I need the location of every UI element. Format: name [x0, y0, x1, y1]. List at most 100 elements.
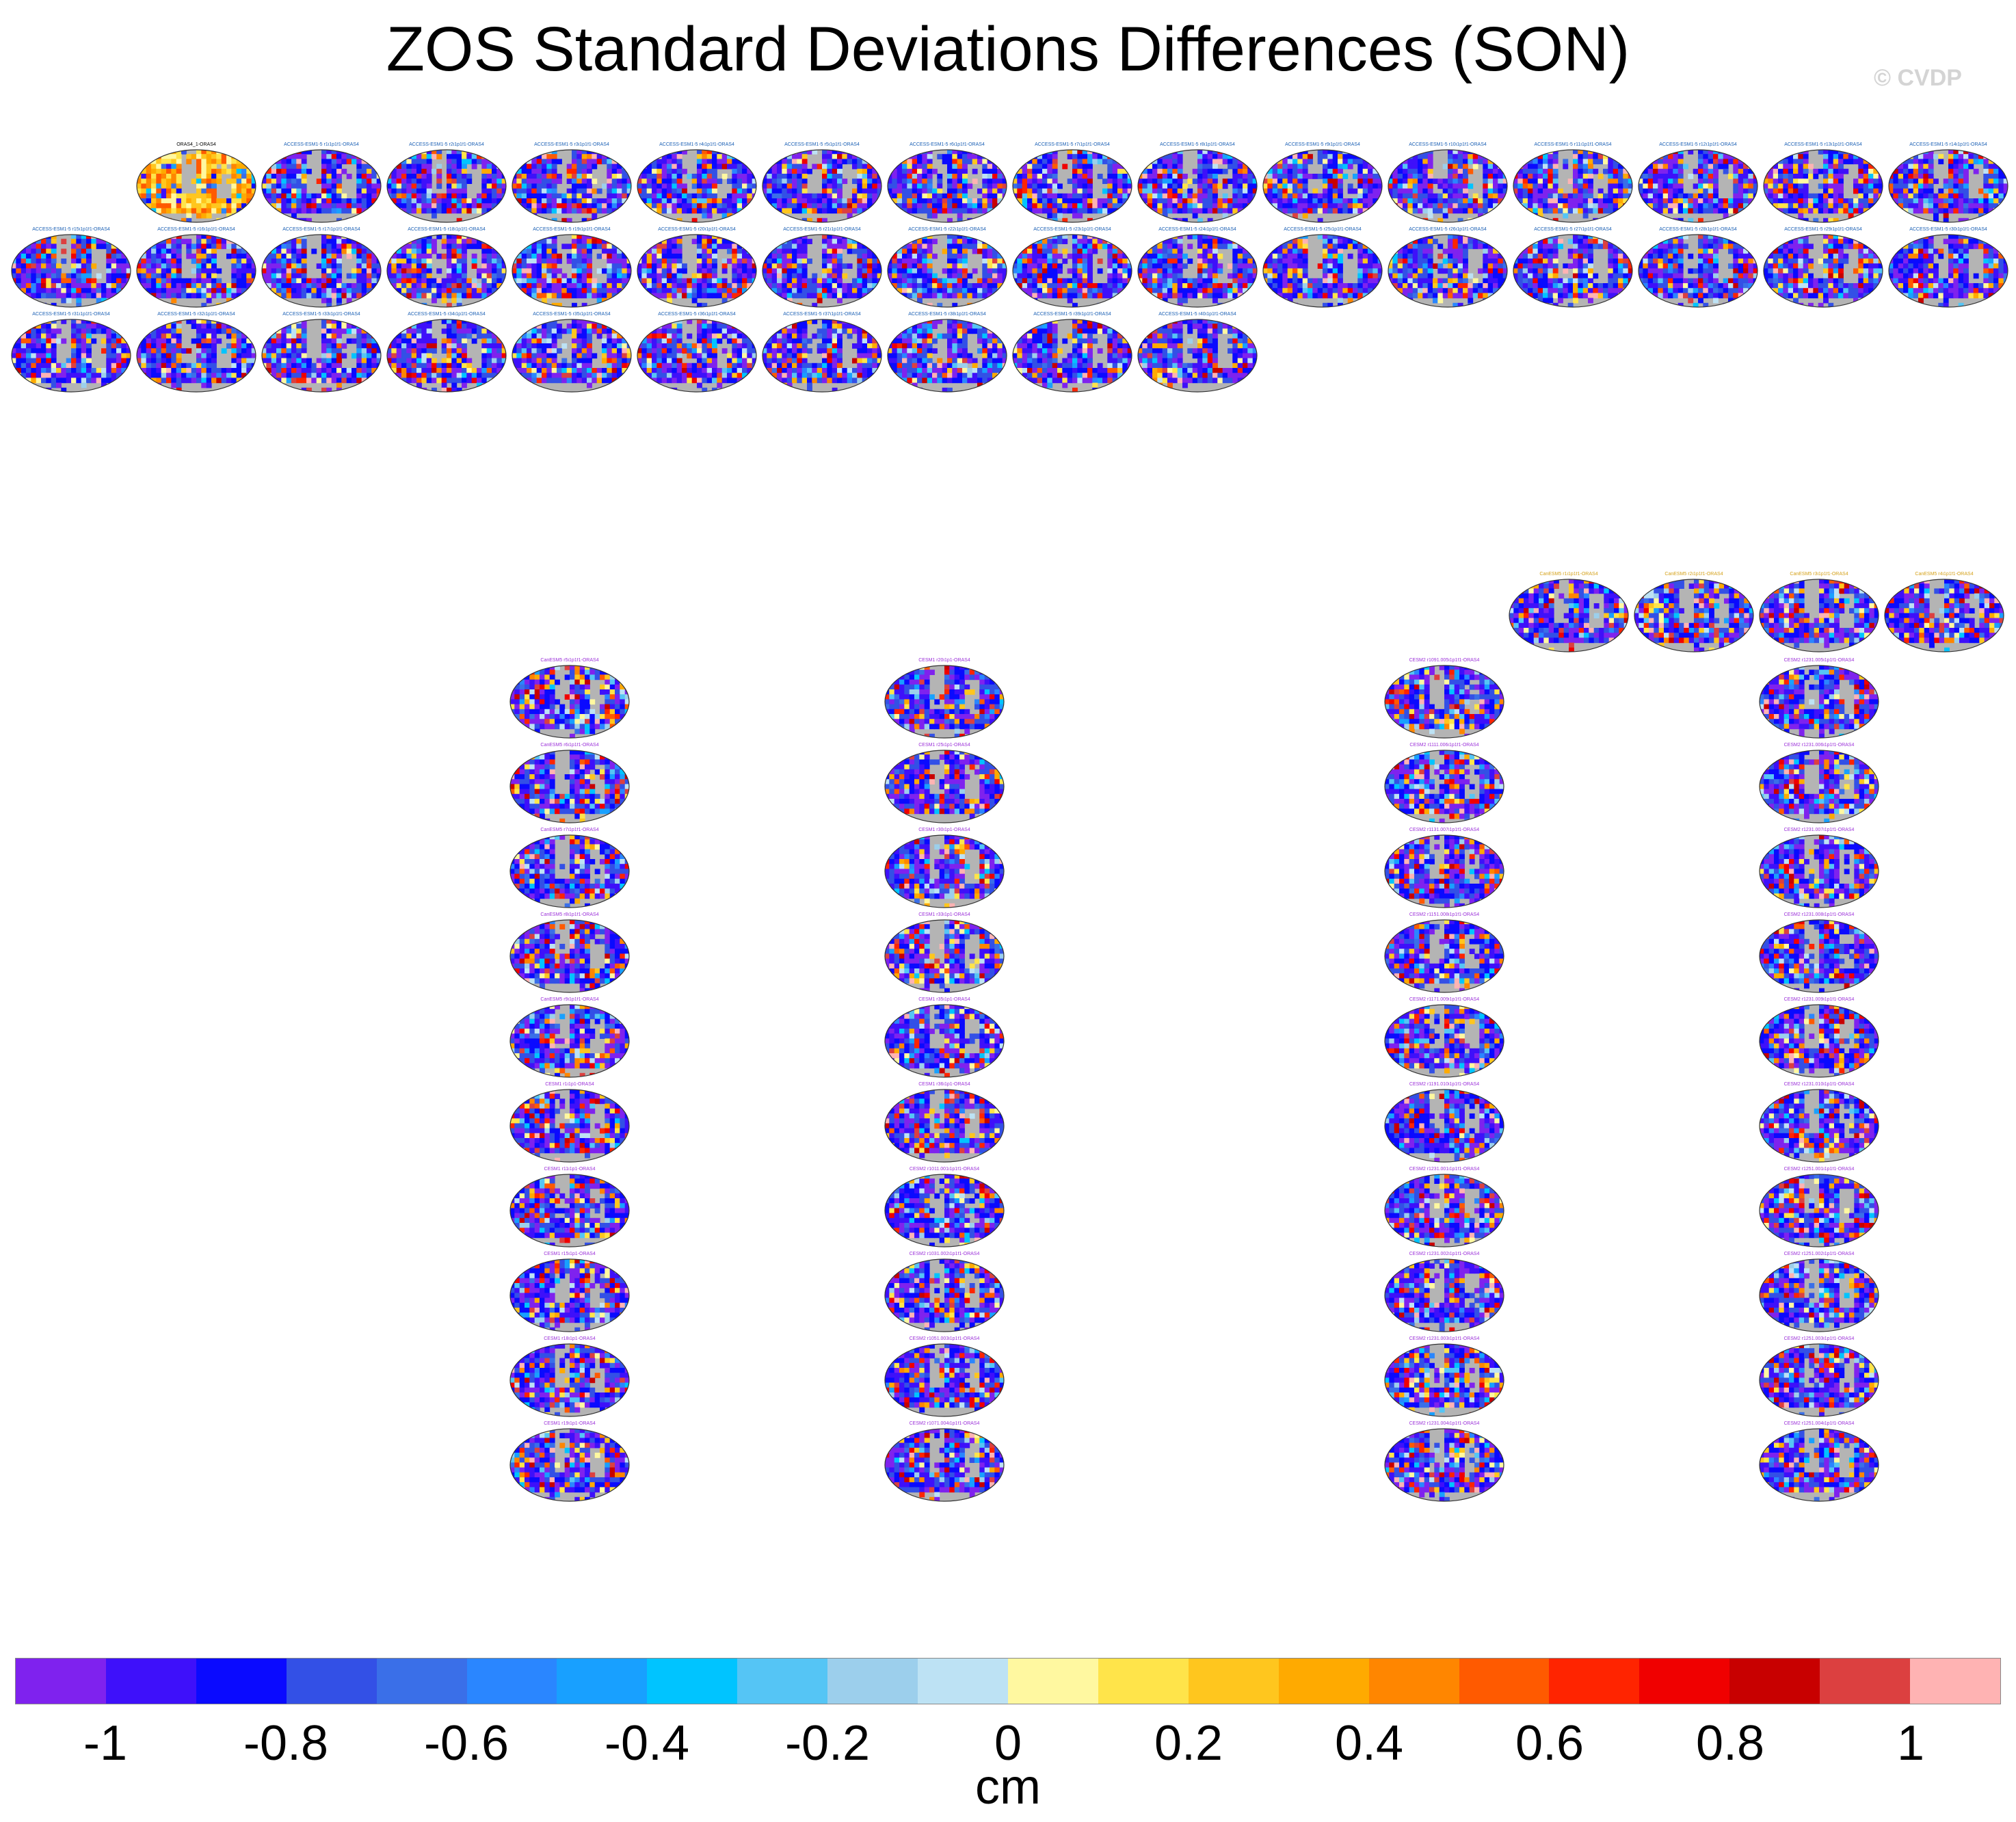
robinson-map — [1137, 234, 1258, 308]
map-panel-title: CESM2 r1231.009i1p1f1-ORAS4 — [1759, 997, 1879, 1002]
robinson-map — [509, 1343, 630, 1417]
map-panel: CESM2 r1191.010i1p1f1-ORAS4 — [1384, 1082, 1504, 1163]
colorbar-tick-labels: -1 -0.8 -0.6 -0.4 -0.2 0 0.2 0.4 0.6 0.8 1 — [0, 1715, 2016, 1777]
robinson-map — [509, 1004, 630, 1078]
robinson-map — [509, 1089, 630, 1163]
map-panel-title: ACCESS-ESM1-5 r39i1p1f1-ORAS4 — [1012, 312, 1132, 317]
map-panel: CESM1 r30i1p1-ORAS4 — [884, 828, 1005, 908]
colorbar-tick-label: 0.2 — [1154, 1715, 1223, 1771]
colorbar-box — [1820, 1659, 1911, 1704]
robinson-map — [509, 834, 630, 908]
map-panel-title: ACCESS-ESM1-5 r19i1p1f1-ORAS4 — [512, 227, 632, 232]
colorbar-box — [1098, 1659, 1189, 1704]
robinson-map — [1384, 1174, 1504, 1247]
map-panel: CESM1 r1i1p1-ORAS4 — [509, 1082, 630, 1163]
robinson-map — [11, 234, 131, 308]
robinson-map — [1137, 319, 1258, 393]
map-panel-title: CanESM5 r7i1p1f1-ORAS4 — [509, 828, 630, 832]
map-panel-title: CESM2 r1231.004i1p1f1-ORAS4 — [1384, 1421, 1504, 1426]
colorbar-tick-label: 0.4 — [1335, 1715, 1403, 1771]
colorbar-box — [1639, 1659, 1730, 1704]
robinson-map — [1759, 1089, 1879, 1163]
robinson-map — [1384, 665, 1504, 739]
robinson-map — [1759, 1174, 1879, 1247]
robinson-map — [1388, 149, 1508, 223]
robinson-map — [512, 149, 632, 223]
colorbar-box — [1549, 1659, 1640, 1704]
map-panel: CESM2 r1231.007i1p1f1-ORAS4 — [1759, 828, 1879, 908]
map-panel: ACCESS-ESM1-5 r12i1p1f1-ORAS4 — [1638, 142, 1758, 223]
map-panel: ACCESS-ESM1-5 r7i1p1f1-ORAS4 — [1012, 142, 1132, 223]
map-panel-title: CESM2 r1011.001i1p1f1-ORAS4 — [884, 1167, 1005, 1172]
map-panel-title: ACCESS-ESM1-5 r30i1p1f1-ORAS4 — [1888, 227, 2008, 232]
map-panel-title: ACCESS-ESM1-5 r17i1p1f1-ORAS4 — [261, 227, 382, 232]
map-panel-title: ACCESS-ESM1-5 r31i1p1f1-ORAS4 — [11, 312, 131, 317]
map-panel: CESM2 r1011.001i1p1f1-ORAS4 — [884, 1167, 1005, 1247]
robinson-map — [762, 319, 882, 393]
map-panel: CESM1 r11i1p1-ORAS4 — [509, 1167, 630, 1247]
colorbar — [15, 1658, 2001, 1704]
map-panel: CESM1 r36i1p1-ORAS4 — [884, 1082, 1005, 1163]
robinson-map — [884, 834, 1005, 908]
map-panel-title: CESM2 r1231.006i1p1f1-ORAS4 — [1759, 743, 1879, 748]
map-panel: CESM2 r1251.001i1p1f1-ORAS4 — [1759, 1167, 1879, 1247]
map-panel-title: CESM1 r18i1p1-ORAS4 — [509, 1336, 630, 1341]
map-panel: ACCESS-ESM1-5 r13i1p1f1-ORAS4 — [1763, 142, 1883, 223]
map-panel: ACCESS-ESM1-5 r3i1p1f1-ORAS4 — [512, 142, 632, 223]
robinson-map — [136, 234, 256, 308]
map-panel-title: ACCESS-ESM1-5 r23i1p1f1-ORAS4 — [1012, 227, 1132, 232]
colorbar-tick-label: -0.8 — [243, 1715, 328, 1771]
map-panel-title: CESM2 r1251.004i1p1f1-ORAS4 — [1759, 1421, 1879, 1426]
robinson-map — [1763, 234, 1883, 308]
map-panel: ACCESS-ESM1-5 r21i1p1f1-ORAS4 — [762, 227, 882, 308]
colorbar-box — [647, 1659, 738, 1704]
map-panel-grid: ORAS4_1-ORAS4 ACCESS-ESM1-5 r1i1p1f1-ORAS… — [11, 142, 2008, 1502]
map-panel: CanESM5 r8i1p1f1-ORAS4 — [509, 912, 630, 993]
map-panel: ACCESS-ESM1-5 r27i1p1f1-ORAS4 — [1513, 227, 1633, 308]
robinson-map — [1012, 149, 1132, 223]
colorbar-tick-label: 1 — [1897, 1715, 1924, 1771]
robinson-map — [1759, 1004, 1879, 1078]
map-panel-title: CESM2 r1251.001i1p1f1-ORAS4 — [1759, 1167, 1879, 1172]
robinson-map — [386, 234, 507, 308]
map-panel: ACCESS-ESM1-5 r36i1p1f1-ORAS4 — [637, 312, 757, 393]
robinson-map — [887, 319, 1007, 393]
map-panel-title: CESM2 r1151.008i1p1f1-ORAS4 — [1384, 912, 1504, 917]
map-panel-title: CESM1 r35i1p1-ORAS4 — [884, 997, 1005, 1002]
map-panel: ACCESS-ESM1-5 r29i1p1f1-ORAS4 — [1763, 227, 1883, 308]
map-panel: CESM2 r1171.009i1p1f1-ORAS4 — [1384, 997, 1504, 1078]
robinson-map — [1759, 1258, 1879, 1332]
map-panel-title: CESM1 r25i1p1-ORAS4 — [884, 743, 1005, 748]
robinson-map — [261, 319, 382, 393]
robinson-map — [509, 919, 630, 993]
map-panel-title: ACCESS-ESM1-5 r1i1p1f1-ORAS4 — [261, 142, 382, 147]
map-panel-title: CESM2 r1051.003i1p1f1-ORAS4 — [884, 1336, 1005, 1341]
map-panel: CESM2 r1091.005i1p1f1-ORAS4 — [1384, 658, 1504, 739]
colorbar-units-label: cm — [0, 1759, 2016, 1815]
robinson-map — [1384, 919, 1504, 993]
map-panel: CESM2 r1231.008i1p1f1-ORAS4 — [1759, 912, 1879, 993]
map-panel-title: CESM2 r1231.002i1p1f1-ORAS4 — [1384, 1252, 1504, 1256]
map-panel-title: CESM1 r1i1p1-ORAS4 — [509, 1082, 630, 1087]
robinson-map — [1888, 234, 2008, 308]
robinson-map — [386, 149, 507, 223]
map-panel-title: ACCESS-ESM1-5 r2i1p1f1-ORAS4 — [386, 142, 507, 147]
robinson-map — [509, 750, 630, 823]
robinson-map — [1384, 750, 1504, 823]
robinson-map — [1759, 665, 1879, 739]
colorbar-box — [827, 1659, 918, 1704]
map-panel: CESM2 r1151.008i1p1f1-ORAS4 — [1384, 912, 1504, 993]
map-panel-title: ACCESS-ESM1-5 r18i1p1f1-ORAS4 — [386, 227, 507, 232]
robinson-map — [509, 1428, 630, 1502]
map-panel-title: ACCESS-ESM1-5 r14i1p1f1-ORAS4 — [1888, 142, 2008, 147]
colorbar-box — [196, 1659, 287, 1704]
map-panel-title: CESM2 r1031.002i1p1f1-ORAS4 — [884, 1252, 1005, 1256]
robinson-map — [1638, 234, 1758, 308]
map-panel: CESM2 r1231.010i1p1f1-ORAS4 — [1759, 1082, 1879, 1163]
map-panel: ACCESS-ESM1-5 r28i1p1f1-ORAS4 — [1638, 227, 1758, 308]
colorbar-box — [1368, 1659, 1459, 1704]
map-panel-title: ACCESS-ESM1-5 r28i1p1f1-ORAS4 — [1638, 227, 1758, 232]
map-panel: ACCESS-ESM1-5 r22i1p1f1-ORAS4 — [887, 227, 1007, 308]
map-panel-title: CESM2 r1231.005i1p1f1-ORAS4 — [1759, 658, 1879, 663]
map-panel: ACCESS-ESM1-5 r6i1p1f1-ORAS4 — [887, 142, 1007, 223]
